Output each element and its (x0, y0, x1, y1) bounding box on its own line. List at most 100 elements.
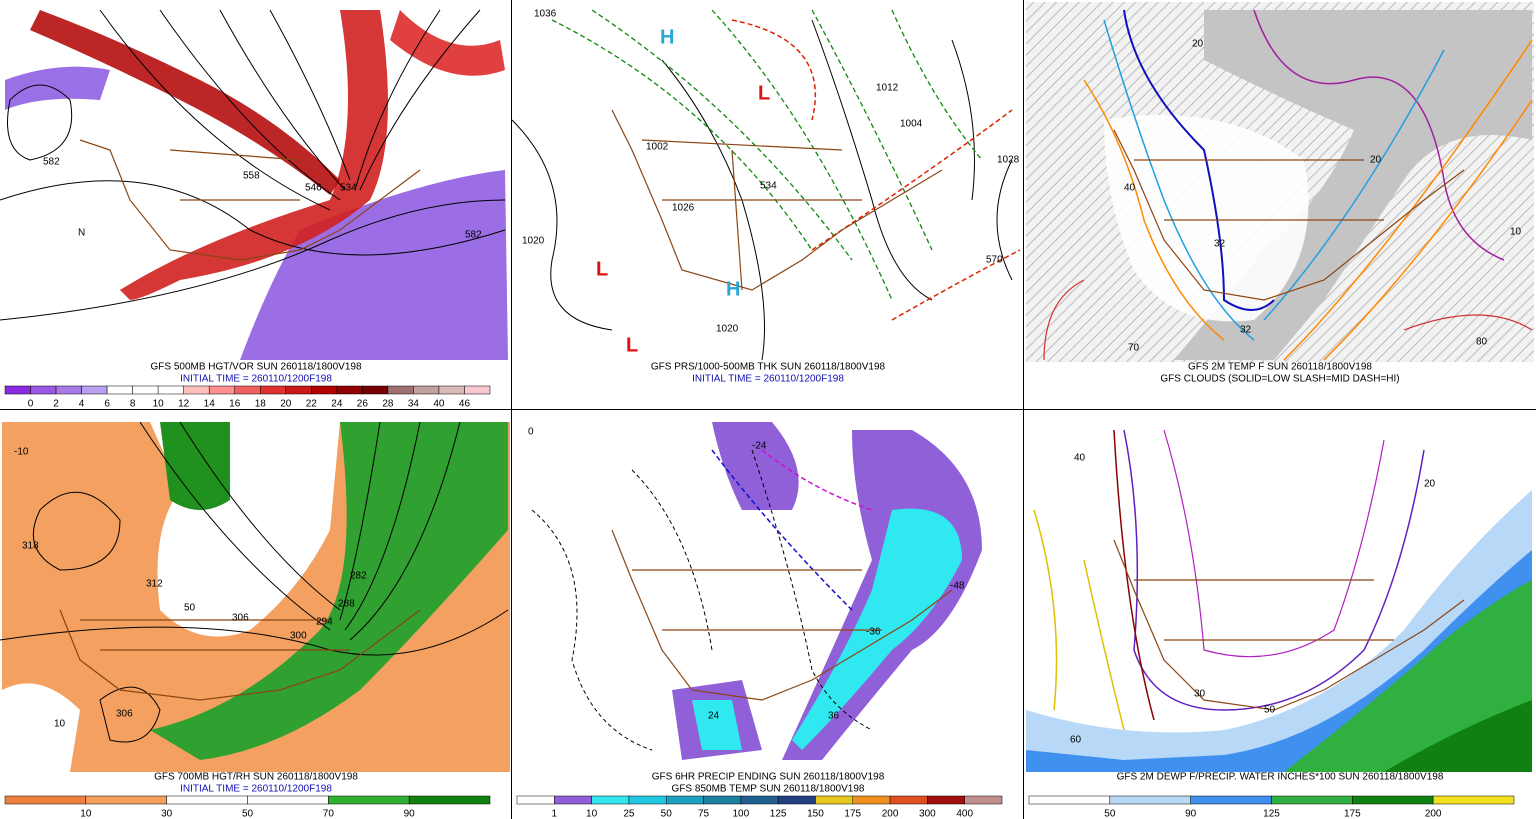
caption: GFS 6HR PRECIP ENDING SUN 260118/1800V19… (652, 772, 885, 783)
map-label: 1028 (997, 155, 1020, 166)
caption: GFS 500MB HGT/VOR SUN 260118/1800V198 (150, 362, 361, 373)
colorbar-swatch (464, 385, 491, 395)
colorbar-label: 20 (280, 399, 292, 410)
panel: 1036 1012 1004 1020 1020 1002 1028 1026 … (511, 2, 1022, 385)
colorbar-label: 300 (919, 809, 936, 819)
colorbar-label: 400 (956, 809, 973, 819)
map-label: 60 (1070, 735, 1082, 746)
colorbar-swatch (362, 385, 389, 395)
colorbar-swatch (85, 795, 167, 805)
colorbar-swatch (852, 795, 891, 805)
colorbar-swatch (1028, 795, 1111, 805)
dewpoint (1113, 429, 1155, 721)
map-label: N (78, 228, 85, 239)
colorbar-swatch (132, 385, 159, 395)
rh-area (2, 683, 80, 772)
colorbar-label: 18 (255, 399, 267, 410)
map-label: 546 (305, 183, 322, 194)
colorbar-label: 12 (178, 399, 190, 410)
colorbar-label: 70 (323, 809, 335, 819)
colorbar-swatch (703, 795, 742, 805)
caption: GFS 700MB HGT/RH SUN 260118/1800V198 (154, 772, 358, 783)
border (79, 139, 421, 261)
colorbar-label: 25 (623, 809, 635, 819)
contour (0, 180, 506, 256)
colorbar-swatch (628, 795, 667, 805)
panel: 20 32 32 40 70 80 20 10 GFS 2M TEMP F SU… (1026, 2, 1534, 385)
contour (0, 421, 509, 656)
colorbar-swatch (81, 385, 108, 395)
isotherm (1123, 9, 1275, 311)
colorbar-label: 28 (382, 399, 394, 410)
vort-area (5, 66, 110, 110)
precip (692, 700, 742, 750)
caption: INITIAL TIME = 260110/1200F198 (180, 784, 332, 795)
map-label: 40 (1074, 453, 1086, 464)
colorbar-swatch (889, 795, 928, 805)
panel: -10 318 312 306 300 294 288 282 306 50 1… (0, 421, 510, 819)
caption: GFS 850MB TEMP SUN 260118/1800V198 (672, 784, 865, 795)
colorbar-label: 1 (552, 809, 558, 819)
map-label: 10 (54, 719, 66, 730)
colorbar-label: 50 (661, 809, 673, 819)
colorbar-label: 175 (1344, 809, 1361, 819)
map-label: 0 (528, 427, 534, 438)
colorbar-swatch (408, 795, 491, 805)
isotherm (1253, 9, 1505, 261)
colorbar-label: 100 (733, 809, 750, 819)
colorbar-swatch (554, 795, 592, 805)
map-label: -48 (950, 581, 965, 592)
precip (792, 508, 962, 750)
high-marker: H (726, 278, 740, 300)
map-label: 1004 (900, 119, 923, 130)
colorbar-label: 26 (357, 399, 369, 410)
colorbar-swatch (4, 795, 87, 805)
colorbar-swatch (413, 385, 440, 395)
colorbar-swatch (1109, 795, 1191, 805)
vort-area (240, 170, 508, 360)
map-label: -36 (866, 627, 881, 638)
map-label: 294 (316, 617, 333, 628)
pw-area (1384, 700, 1532, 772)
map-label: 534 (760, 181, 777, 192)
colorbar-label: 2 (53, 399, 59, 410)
colorbar-label: 16 (229, 399, 241, 410)
colorbar-label: 4 (79, 399, 85, 410)
colorbar-label: 90 (404, 809, 416, 819)
colorbar-label: 125 (770, 809, 787, 819)
map-label: 1020 (522, 236, 545, 247)
colorbar-swatch (55, 385, 82, 395)
low-marker: L (758, 82, 770, 104)
contour (531, 449, 873, 751)
map-label: 20 (1192, 39, 1204, 50)
dewpoint (1033, 509, 1125, 731)
panel: 0 -24 -36 -48 24 36 GFS 6HR PRECIP ENDIN… (514, 422, 1022, 819)
map-label: 534 (340, 183, 357, 194)
colorbar-label: 22 (306, 399, 318, 410)
colorbar-swatch (166, 795, 248, 805)
map-label: 24 (708, 711, 720, 722)
colorbar-label: 14 (204, 399, 216, 410)
colorbar-swatch (665, 795, 704, 805)
map-label: 1012 (876, 83, 899, 94)
map-label: 10 (1510, 227, 1522, 238)
isotherm (1043, 279, 1533, 361)
colorbar-swatch (1190, 795, 1272, 805)
map-label: 32 (1240, 325, 1252, 336)
colorbar-swatch (285, 385, 312, 395)
colorbar-swatch (591, 795, 630, 805)
high-marker: H (660, 26, 674, 48)
colorbar-label: 90 (1185, 809, 1197, 819)
colorbar-label: 46 (459, 399, 471, 410)
map-label: 50 (1264, 705, 1276, 716)
colorbar-swatch (1432, 795, 1515, 805)
colorbar-swatch (777, 795, 816, 805)
colorbar-swatch (247, 795, 329, 805)
panel: 40 30 50 60 20 GFS 2M DEWP F/PRECIP. WAT… (1026, 422, 1534, 819)
map-label: 312 (146, 579, 163, 590)
map-label: -24 (752, 441, 767, 452)
panel: 582 558 546 534 582 N GFS 500MB HGT/VOR … (0, 2, 510, 410)
colorbar-swatch (815, 795, 854, 805)
map-label: 36 (828, 711, 840, 722)
